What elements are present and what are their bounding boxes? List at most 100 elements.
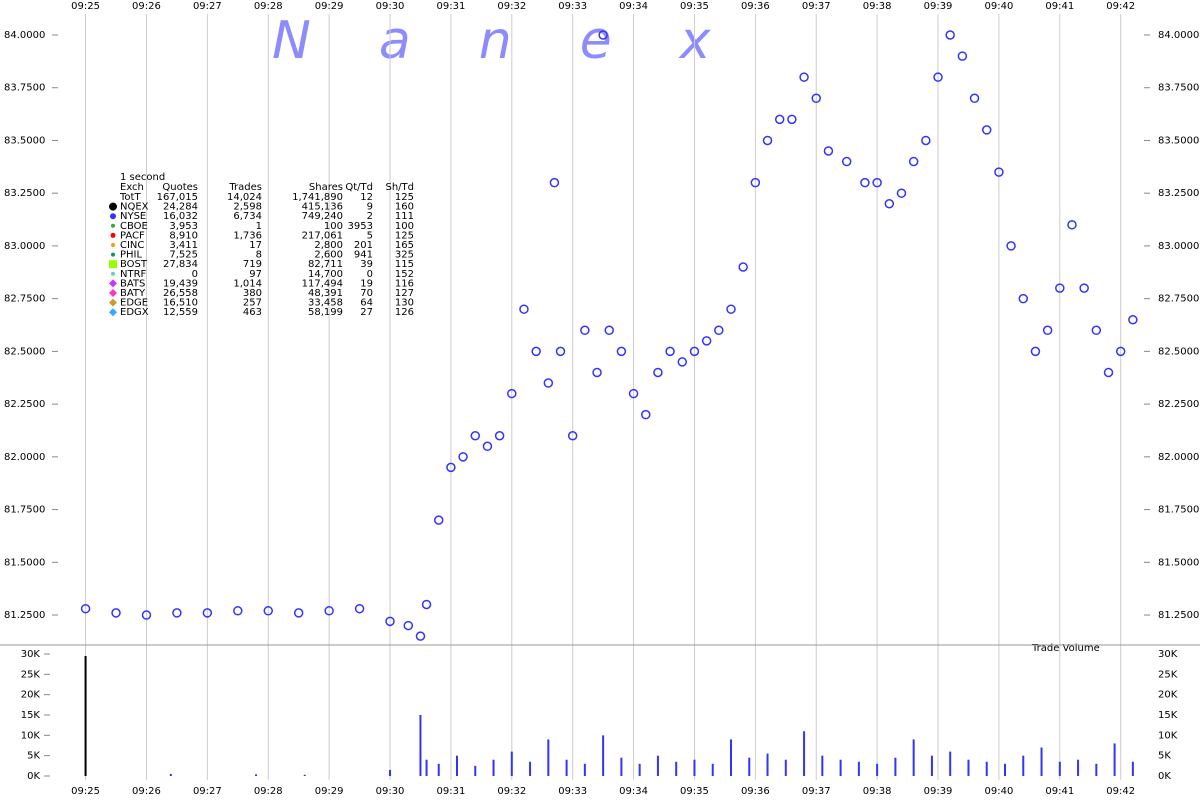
trade-point	[860, 177, 870, 188]
y-tick-label: 83.2500	[4, 188, 45, 199]
x-tick-label: 09:32	[497, 1, 526, 12]
trade-point	[385, 616, 395, 627]
volume-bar	[437, 763, 440, 776]
x-tick-label: 09:40	[984, 1, 1013, 12]
volume-bar	[894, 757, 897, 776]
y-tick-label: 83.7500	[4, 83, 45, 94]
legend-header: Shares	[309, 182, 343, 193]
trade-point	[1079, 283, 1089, 293]
legend-cell: BATY	[120, 288, 146, 299]
legend-marker	[109, 298, 117, 307]
x-tick-label: 09:25	[71, 786, 100, 797]
trade-point	[531, 346, 541, 357]
y-tick-label: 10K	[1158, 730, 1178, 741]
trade-point	[714, 325, 724, 336]
y-tick-label: 84.0000	[1158, 30, 1199, 41]
legend-marker	[109, 279, 117, 288]
volume-bar	[255, 774, 258, 776]
trade-point	[549, 177, 560, 188]
volume-bar	[711, 763, 714, 776]
x-tick-label: 09:28	[254, 786, 283, 797]
trade-point	[172, 608, 182, 618]
legend-header: Quotes	[162, 182, 198, 193]
trade-point	[921, 135, 931, 146]
volume-bar	[967, 759, 970, 776]
legend-cell: 26,558	[163, 288, 198, 299]
legend-cell: 97	[249, 269, 262, 280]
volume-bar	[419, 715, 422, 776]
volume-bar	[930, 755, 933, 776]
trade-point	[738, 262, 748, 272]
y-tick-label: 82.7500	[4, 294, 45, 305]
volume-bar	[693, 759, 696, 776]
legend-cell: BOST	[120, 259, 148, 270]
volume-bar	[985, 761, 988, 776]
trade-point	[233, 606, 243, 616]
legend-cell: 2,800	[314, 240, 343, 251]
legend-cell: 1,741,890	[292, 192, 343, 203]
legend-cell: 257	[243, 298, 262, 309]
legend-cell: 5	[367, 230, 373, 241]
y-tick-label: 81.5000	[1158, 557, 1199, 568]
volume-bar	[602, 735, 605, 776]
legend-cell: 33,458	[308, 298, 343, 309]
legend-cell: 127	[395, 288, 414, 299]
legend-cell: 325	[395, 250, 414, 261]
legend-cell: 19,439	[163, 278, 198, 289]
legend-header: Qt/Td	[345, 182, 373, 193]
x-tick-label: 09:42	[1106, 786, 1135, 797]
x-tick-label: 09:42	[1106, 1, 1135, 12]
volume-bar	[638, 763, 641, 776]
legend-cell: 14,024	[227, 192, 262, 203]
x-tick-label: 09:41	[1045, 1, 1074, 12]
legend-cell: 152	[395, 269, 414, 280]
legend-cell: 24,284	[163, 202, 198, 213]
legend-header: Sh/Td	[385, 182, 414, 193]
volume-bar	[620, 757, 623, 776]
legend-cell: NYSE	[120, 211, 146, 222]
trade-point	[969, 93, 980, 104]
trade-point	[665, 346, 675, 357]
legend-cell: 14,700	[308, 269, 343, 280]
trade-point	[519, 304, 529, 314]
legend-cell: 380	[243, 288, 262, 299]
legend-cell: 167,015	[157, 192, 198, 203]
x-tick-label: 09:31	[436, 786, 465, 797]
x-tick-label: 09:36	[741, 786, 770, 797]
volume-bar	[474, 765, 477, 776]
legend-cell: 941	[354, 250, 373, 261]
trade-point	[80, 603, 91, 614]
x-tick-label: 09:36	[741, 1, 770, 12]
legend-cell: 27,834	[163, 259, 198, 270]
volume-bar	[303, 774, 306, 776]
y-tick-label: 82.2500	[1158, 399, 1199, 410]
legend-cell: 0	[192, 269, 198, 280]
legend-marker	[109, 260, 117, 269]
x-tick-label: 09:38	[863, 786, 892, 797]
trade-point	[1006, 241, 1016, 251]
trade-point	[945, 30, 955, 40]
legend-cell: CBOE	[120, 221, 148, 232]
legend-cell: 1,014	[233, 278, 262, 289]
trade-point	[1103, 367, 1114, 378]
volume-bar	[821, 755, 824, 776]
trade-point	[111, 608, 121, 618]
y-tick-label: 81.5000	[4, 557, 45, 568]
y-tick-label: 81.7500	[1158, 505, 1199, 516]
y-tick-label: 81.2500	[4, 610, 45, 621]
y-tick-label: 0K	[1158, 771, 1171, 782]
volume-bar	[1113, 743, 1116, 776]
y-tick-label: 25K	[1158, 669, 1178, 680]
trade-point	[762, 135, 773, 146]
y-tick-label: 83.0000	[1158, 241, 1199, 252]
x-tick-label: 09:37	[802, 786, 831, 797]
legend-cell: 8	[256, 250, 262, 261]
legend-marker	[109, 202, 117, 211]
y-tick-label: 25K	[21, 669, 41, 680]
legend-cell: 100	[395, 221, 414, 232]
legend-cell: BATS	[120, 278, 145, 289]
legend-cell: 64	[360, 298, 373, 309]
trade-point	[981, 125, 992, 135]
volume-bar	[876, 763, 879, 776]
trade-point	[799, 72, 809, 82]
